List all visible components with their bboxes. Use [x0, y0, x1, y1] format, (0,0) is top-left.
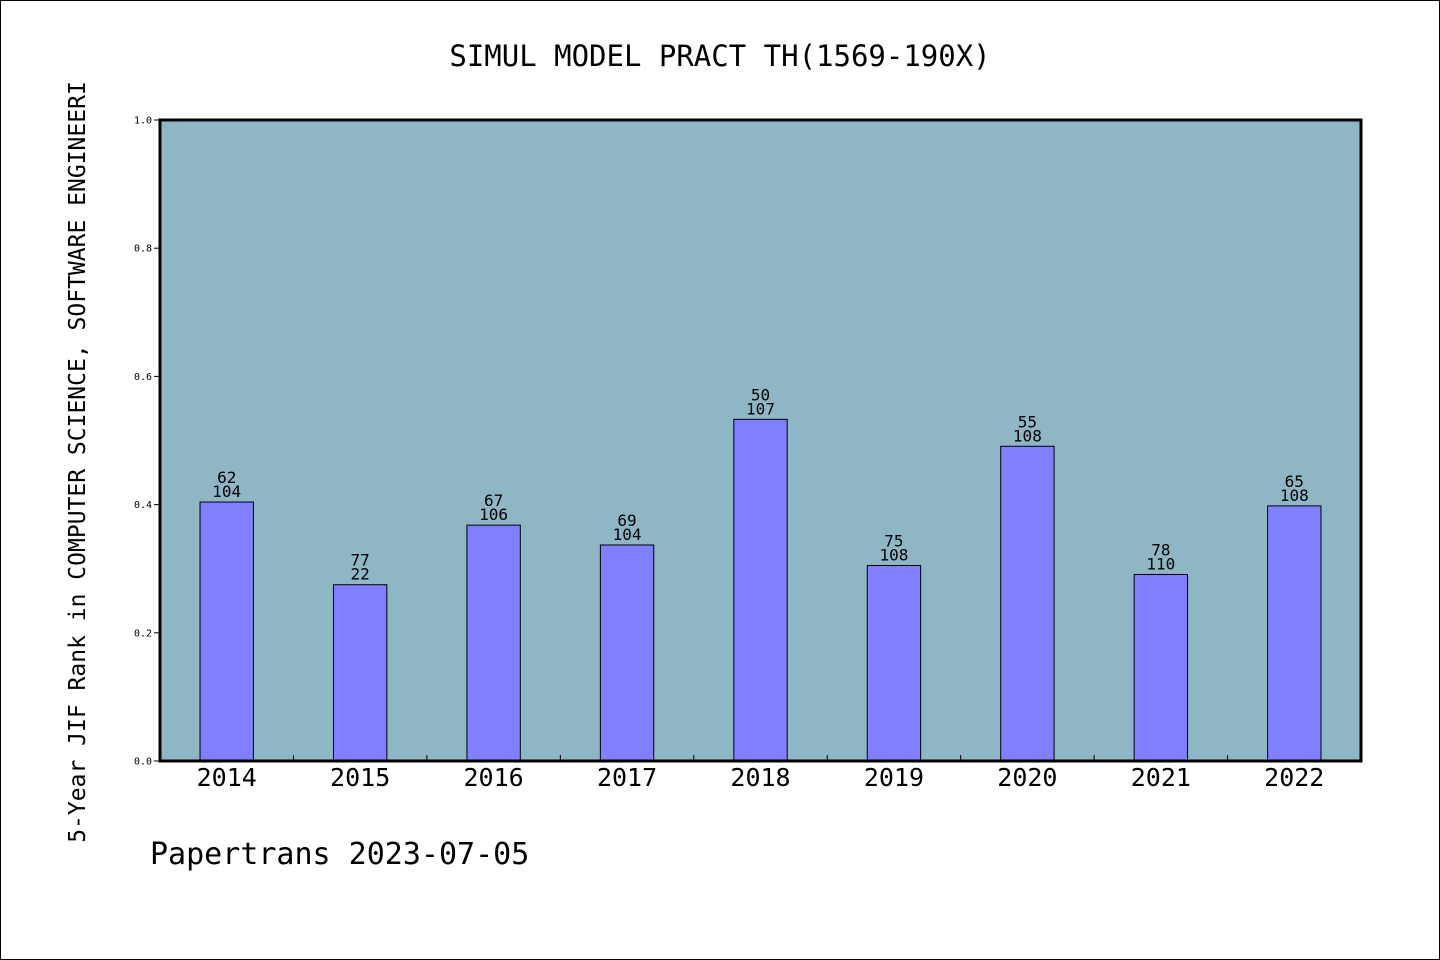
bar-2022 — [1267, 505, 1322, 762]
x-tick-label: 2022 — [1264, 763, 1324, 792]
x-tick-label: 2014 — [197, 763, 257, 792]
bar-2020 — [1000, 445, 1055, 762]
bar-label-bottom: 107 — [746, 399, 775, 418]
y-axis-ticks: 0.0 0.2 0.4 0.6 0.8 1.0 — [134, 116, 160, 768]
bar-2019 — [866, 564, 922, 762]
x-tick-label: 2020 — [997, 763, 1057, 792]
bar-label-top: 62 — [217, 468, 236, 487]
bar-label-top: 78 — [1151, 540, 1170, 559]
y-tick-label: 0.2 — [134, 628, 152, 639]
bar-label-bottom: 104 — [212, 482, 241, 501]
bar-label-top: 77 — [351, 551, 370, 570]
y-tick-label: 0.4 — [134, 500, 152, 511]
bar-label-top: 69 — [617, 511, 636, 530]
x-tick-label: 2018 — [730, 763, 790, 792]
bar-label-bottom: 108 — [1013, 426, 1042, 445]
bar-label-bottom: 108 — [1280, 486, 1309, 505]
bar-label-top: 65 — [1285, 472, 1304, 491]
x-tick-label: 2019 — [864, 763, 924, 792]
bars — [199, 418, 1322, 762]
x-tick-label: 2017 — [597, 763, 657, 792]
bar-2021 — [1133, 573, 1189, 762]
x-axis-ticks: 2014 2015 2016 2017 2018 2019 2020 2021 2022 — [197, 755, 1324, 792]
bar-label-bottom: 110 — [1146, 554, 1175, 573]
plot-border — [158, 118, 1363, 763]
x-tick-label: 2021 — [1131, 763, 1191, 792]
y-tick-label: 1.0 — [134, 116, 152, 127]
y-tick-label: 0.0 — [134, 757, 152, 768]
y-axis-label: 5-Year JIF Rank in COMPUTER SCIENCE, SOF… — [65, 81, 91, 843]
bar-label-top: 50 — [751, 385, 770, 404]
chart-title: SIMUL MODEL PRACT TH(1569-190X) — [449, 39, 990, 73]
y-tick-label: 0.6 — [134, 372, 152, 383]
y-tick-label: 0.8 — [134, 244, 152, 255]
bar-label-bottom: 22 — [351, 565, 370, 584]
bar-label-bottom: 104 — [613, 525, 642, 544]
bar-label-bottom: 106 — [479, 505, 508, 524]
x-tick-label: 2016 — [464, 763, 524, 792]
bar-label-top: 67 — [484, 491, 503, 510]
bar-label-top: 75 — [884, 531, 903, 550]
bar-2018 — [733, 418, 788, 762]
bar-2015 — [332, 584, 388, 762]
bar-2014 — [199, 501, 254, 762]
bar-2016 — [466, 524, 521, 762]
x-tick-label: 2015 — [330, 763, 390, 792]
footer-text: Papertrans 2023-07-05 — [150, 837, 529, 872]
bar-label-bottom: 108 — [879, 545, 908, 564]
bar-label-top: 55 — [1018, 412, 1037, 431]
bar-2017 — [599, 544, 655, 762]
